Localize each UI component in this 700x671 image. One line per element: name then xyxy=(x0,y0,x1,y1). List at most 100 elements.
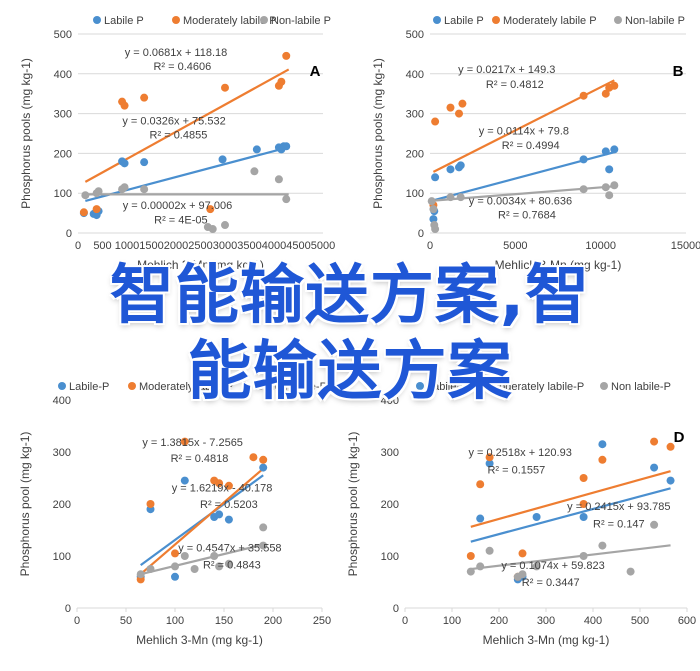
data-point-labile xyxy=(610,145,619,154)
legend-marker xyxy=(600,382,608,390)
data-point-moderate xyxy=(180,437,189,446)
y-tick-label: 400 xyxy=(406,69,424,81)
r-squared-label: R² = 0.4843 xyxy=(203,559,261,571)
data-point-labile xyxy=(532,513,541,521)
data-point-moderate xyxy=(598,455,607,464)
data-point-labile xyxy=(252,145,261,154)
trendline-moderate xyxy=(470,470,671,528)
y-tick-label: 0 xyxy=(393,603,399,615)
data-point-nonlabile xyxy=(136,570,145,579)
data-point-moderate xyxy=(446,103,455,112)
data-point-moderate xyxy=(282,51,291,60)
y-tick-label: 200 xyxy=(54,148,72,160)
y-tick-label: 300 xyxy=(381,447,399,459)
data-point-nonlabile xyxy=(431,225,440,234)
panel-label: D xyxy=(674,429,685,446)
trendline-moderate xyxy=(139,467,264,575)
data-point-moderate xyxy=(206,205,215,214)
r-squared-label: R² = 0.4855 xyxy=(150,129,208,141)
x-tick-label: 4500 xyxy=(286,240,310,252)
legend-marker xyxy=(479,382,487,390)
x-tick-label: 0 xyxy=(75,240,81,252)
data-point-moderate xyxy=(146,500,155,508)
data-point-nonlabile xyxy=(94,187,103,196)
y-tick-label: 400 xyxy=(381,395,399,407)
x-tick-label: 0 xyxy=(427,240,433,252)
data-point-nonlabile xyxy=(259,541,268,550)
equation-label: y = 1.6219x - 40.178 xyxy=(172,483,273,495)
data-point-labile xyxy=(215,510,224,519)
data-point-moderate xyxy=(579,474,588,482)
data-point-nonlabile xyxy=(250,167,259,176)
y-tick-label: 200 xyxy=(381,499,399,511)
legend-label: Moderately labile-P xyxy=(490,381,584,393)
legend-marker xyxy=(128,382,136,390)
data-point-labile xyxy=(224,515,233,524)
r-squared-label: R² = 0.7684 xyxy=(498,210,556,222)
y-tick-label: 300 xyxy=(406,109,424,121)
data-point-labile xyxy=(579,513,588,521)
x-tick-label: 15000 xyxy=(671,240,700,252)
x-tick-label: 1000 xyxy=(115,240,139,252)
legend-marker xyxy=(416,382,424,390)
x-tick-label: 200 xyxy=(490,615,508,627)
data-point-nonlabile xyxy=(579,552,588,560)
x-tick-label: 1500 xyxy=(139,240,163,252)
r-squared-label: R² = 0.4606 xyxy=(153,61,211,73)
legend-label: Non-labile P xyxy=(625,15,685,27)
watermark-line-2: 能输送方案 xyxy=(187,335,513,409)
y-tick-label: 200 xyxy=(406,148,424,160)
legend-label: Non-labile P xyxy=(271,15,331,27)
data-point-nonlabile xyxy=(221,221,229,230)
data-point-nonlabile xyxy=(171,562,179,571)
x-tick-label: 100 xyxy=(166,615,184,627)
data-point-moderate xyxy=(518,549,527,558)
y-tick-label: 500 xyxy=(406,29,424,41)
legend-label: Labile P xyxy=(104,15,144,27)
x-tick-label: 600 xyxy=(678,615,696,627)
legend-marker xyxy=(172,16,180,24)
data-point-moderate xyxy=(455,109,464,118)
r-squared-label: R² = 0.4818 xyxy=(171,453,229,465)
data-point-labile xyxy=(120,159,129,168)
data-point-labile xyxy=(598,440,607,449)
data-point-moderate xyxy=(224,481,233,490)
equation-label: y = 0.00002x + 97.006 xyxy=(123,200,232,212)
equation-label: y = 0.2518x + 120.93 xyxy=(468,447,571,459)
legend-label: Moderately labile P xyxy=(503,15,597,27)
x-tick-label: 5000 xyxy=(503,240,527,252)
equation-label: y = 1.3815x - 7.2565 xyxy=(142,437,243,449)
data-point-moderate xyxy=(458,99,467,108)
equation-label: y = 0.1074x + 59.823 xyxy=(501,560,604,572)
data-point-nonlabile xyxy=(282,195,291,204)
y-axis-title: Phosphorus pool (mg kg-1) xyxy=(346,432,360,577)
data-point-labile xyxy=(259,463,268,472)
data-point-labile xyxy=(456,161,465,170)
legend-marker xyxy=(58,382,66,390)
data-point-nonlabile xyxy=(518,570,527,579)
y-tick-label: 0 xyxy=(418,228,424,240)
data-point-moderate xyxy=(579,500,588,508)
equation-label: y = 0.0114x + 79.8 xyxy=(479,126,569,138)
data-point-nonlabile xyxy=(274,175,283,184)
legend-label: Labile P xyxy=(444,15,484,27)
data-point-nonlabile xyxy=(427,197,436,206)
legend-marker xyxy=(256,382,264,390)
r-squared-label: R² = 0.5203 xyxy=(200,499,258,511)
data-point-nonlabile xyxy=(210,552,219,560)
data-point-moderate xyxy=(259,455,268,464)
y-tick-label: 100 xyxy=(406,188,424,200)
legend-label: Non labile-P xyxy=(611,381,671,393)
data-point-nonlabile xyxy=(429,205,438,214)
y-tick-label: 0 xyxy=(65,603,71,615)
data-point-nonlabile xyxy=(456,193,465,202)
legend-marker xyxy=(260,16,268,24)
data-point-nonlabile xyxy=(215,562,224,571)
data-point-nonlabile xyxy=(579,185,588,194)
data-point-nonlabile xyxy=(259,523,268,532)
x-tick-label: 4000 xyxy=(262,240,286,252)
data-point-moderate xyxy=(666,442,675,451)
panel-label: B xyxy=(673,63,684,80)
